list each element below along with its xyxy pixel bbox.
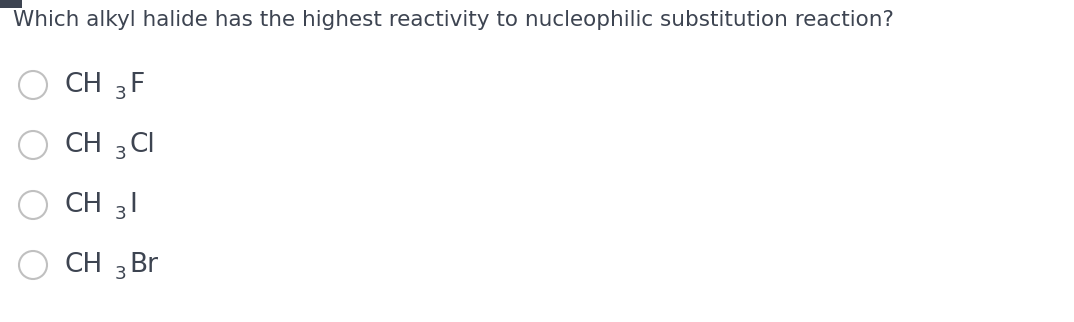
Text: 3: 3 <box>114 205 126 223</box>
Text: 3: 3 <box>114 85 126 103</box>
Circle shape <box>19 191 47 219</box>
Text: CH: CH <box>66 72 103 98</box>
Text: CH: CH <box>66 132 103 158</box>
Text: Which alkyl halide has the highest reactivity to nucleophilic substitution react: Which alkyl halide has the highest react… <box>13 10 894 30</box>
Circle shape <box>19 131 47 159</box>
Text: 3: 3 <box>114 265 126 283</box>
Text: I: I <box>130 192 137 218</box>
Text: Br: Br <box>130 252 159 278</box>
Text: CH: CH <box>66 192 103 218</box>
Circle shape <box>19 251 47 279</box>
Text: CH: CH <box>66 252 103 278</box>
Text: F: F <box>130 72 145 98</box>
Bar <box>0 0 21 8</box>
Text: Cl: Cl <box>130 132 156 158</box>
Circle shape <box>19 71 47 99</box>
Text: 3: 3 <box>114 146 126 164</box>
